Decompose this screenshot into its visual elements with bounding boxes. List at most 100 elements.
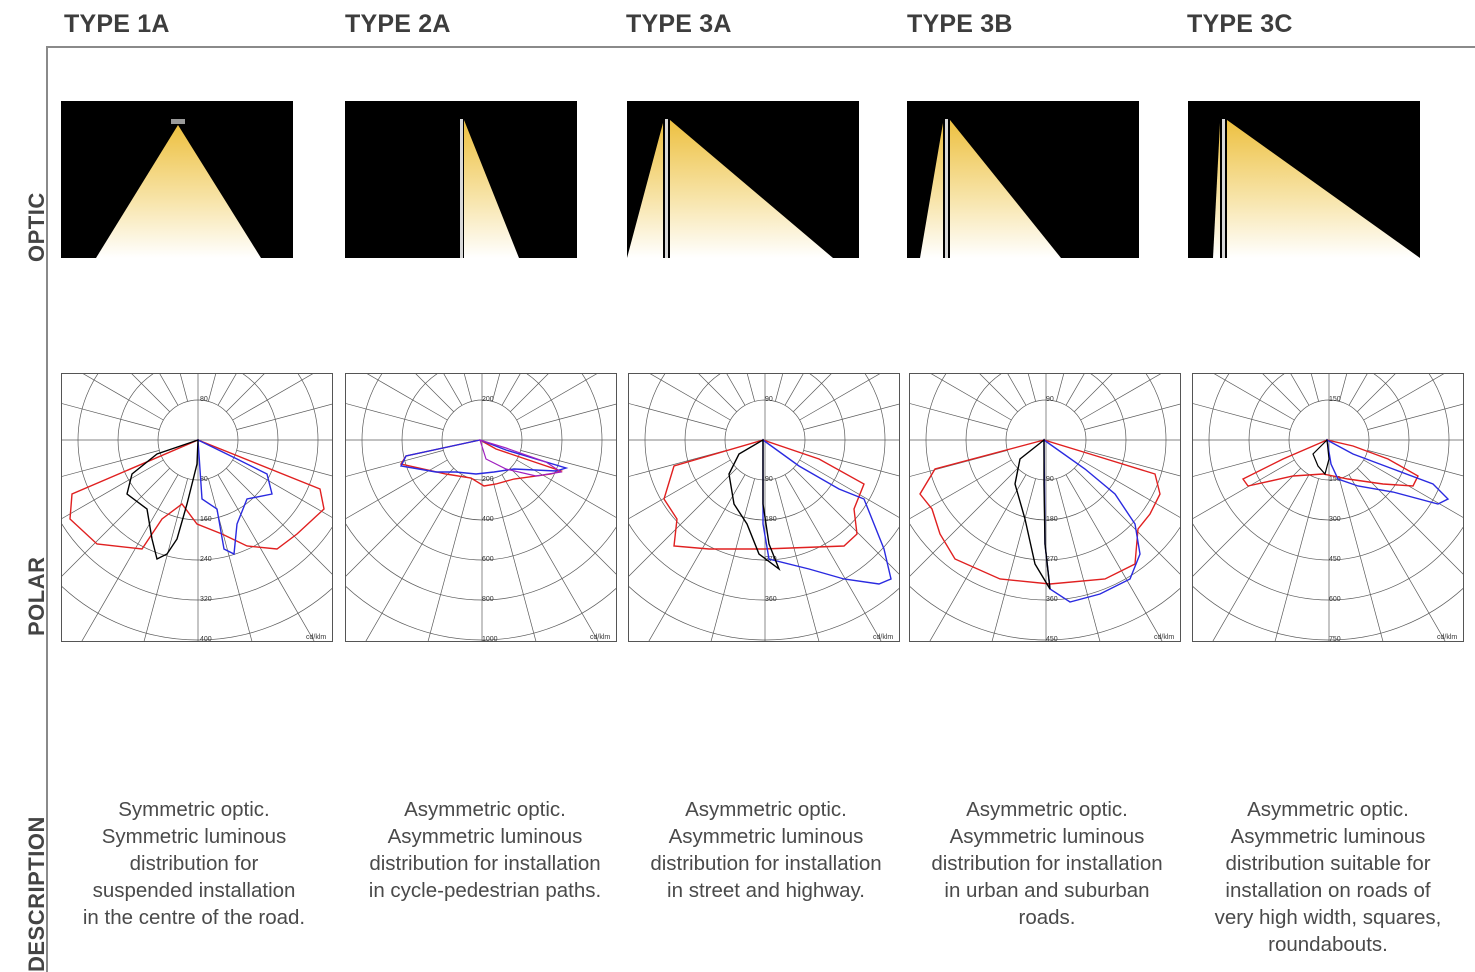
polar-grid-ray xyxy=(232,374,314,421)
header-divider xyxy=(46,46,1475,48)
polar-grid-ray xyxy=(427,478,472,641)
polar-grid-circle xyxy=(629,523,899,601)
polar-grid-ray xyxy=(443,374,463,406)
polar-grid-ray xyxy=(799,374,881,421)
polar-grid-ray xyxy=(1080,374,1162,421)
description-line: in urban and suburban xyxy=(944,879,1150,902)
polar-tick-label: 90 xyxy=(765,396,773,403)
row-label-polar: POLAR xyxy=(24,556,49,637)
description-line: Asymmetric optic. xyxy=(685,798,847,821)
polar-tick-label: cd/klm xyxy=(873,634,893,641)
description-line: Asymmetric luminous xyxy=(668,825,864,848)
polar-grid-ray xyxy=(629,450,727,477)
pole-shape xyxy=(665,119,668,258)
polar-curve-c90 xyxy=(762,438,892,585)
optic-diagram-type-2a xyxy=(345,101,577,258)
description-line: roads. xyxy=(1018,906,1076,929)
type-title-2a: TYPE 2A xyxy=(345,10,451,38)
polar-grid-ray xyxy=(1193,450,1291,477)
description-line: in cycle-pedestrian paths. xyxy=(368,879,602,902)
polar-grid-ray xyxy=(520,403,616,430)
description-line: roundabouts. xyxy=(1268,933,1388,956)
description-line: Asymmetric optic. xyxy=(966,798,1128,821)
polar-grid-ray xyxy=(1212,474,1310,641)
back-light-shape xyxy=(627,123,663,258)
description-line: Asymmetric luminous xyxy=(1230,825,1426,848)
description-line: Asymmetric luminous xyxy=(949,825,1145,848)
polar-grid-ray xyxy=(1084,403,1180,430)
type-title-3c: TYPE 3C xyxy=(1187,10,1293,38)
polar-grid-ray xyxy=(62,459,164,519)
polar-grid-ray xyxy=(803,403,899,430)
polar-unit-label: cd/klm xyxy=(1154,634,1174,641)
polar-curve-max xyxy=(1312,438,1330,476)
back-light-shape xyxy=(1213,123,1220,258)
polar-grid-ray xyxy=(516,374,598,421)
pole-shape xyxy=(945,119,948,258)
polar-grid-ray xyxy=(501,374,521,406)
polar-grid-ray xyxy=(710,478,755,641)
polar-tick-label: 600 xyxy=(1329,596,1341,603)
row-label-description: DESCRIPTION xyxy=(24,816,49,972)
polar-grid-ray xyxy=(346,459,448,519)
pole-shape xyxy=(460,119,463,258)
polar-curve-c90 xyxy=(1326,438,1450,505)
polar-grid-ray xyxy=(1065,374,1085,406)
description-line: very high width, squares, xyxy=(1214,906,1442,929)
polar-grid-ray xyxy=(236,403,332,430)
polar-curve-c0 xyxy=(919,439,1161,585)
description-line: in the centre of the road. xyxy=(82,906,306,929)
polar-grid-circle xyxy=(910,523,1180,601)
polar-unit-label: cd/klm xyxy=(590,634,610,641)
light-beam-shape xyxy=(1227,120,1420,258)
polar-tick-label: 80 xyxy=(200,396,208,403)
polar-grid-ray xyxy=(62,403,160,430)
description-line: Asymmetric luminous xyxy=(387,825,583,848)
polar-grid-ray xyxy=(159,374,179,406)
optic-diagram-type-3a xyxy=(627,101,859,258)
polar-tick-label: 160 xyxy=(200,516,212,523)
polar-tick-label: 150 xyxy=(1329,396,1341,403)
polar-grid-ray xyxy=(1084,450,1180,477)
polar-tick-label: 800 xyxy=(482,596,494,603)
polar-tick-label: 80 xyxy=(200,476,208,483)
row-label-divider xyxy=(46,46,48,972)
polar-tick-label: 180 xyxy=(1046,516,1058,523)
description-type-3c: Asymmetric optic. Asymmetric luminous di… xyxy=(1193,796,1463,958)
polar-grid-ray xyxy=(346,450,444,477)
polar-tick-label: 240 xyxy=(200,556,212,563)
polar-grid-ray xyxy=(910,403,1008,430)
description-type-3b: Asymmetric optic. Asymmetric luminous di… xyxy=(912,796,1182,931)
polar-tick-label: 450 xyxy=(1046,636,1058,642)
polar-tick-label: 150 xyxy=(1329,476,1341,483)
polar-grid-ray xyxy=(1007,374,1027,406)
description-type-3a: Asymmetric optic. Asymmetric luminous di… xyxy=(631,796,901,904)
polar-diagram-type-1a: 80 80 160 240 320 400 cd/klm xyxy=(61,373,333,642)
type-title-1a: TYPE 1A xyxy=(64,10,170,38)
light-beam-shape xyxy=(950,120,1061,258)
polar-grid-ray xyxy=(784,374,804,406)
polar-grid-ray xyxy=(1213,374,1295,421)
polar-grid-ray xyxy=(629,403,727,430)
polar-grid-ray xyxy=(1367,450,1463,477)
optic-diagram-type-1a xyxy=(61,101,293,258)
polar-curve-c0 xyxy=(663,439,865,550)
polar-tick-label: 90 xyxy=(1046,476,1054,483)
polar-tick-label: 400 xyxy=(482,516,494,523)
polar-grid-ray xyxy=(910,450,1008,477)
polar-grid-ray xyxy=(910,459,1012,519)
description-line: distribution for xyxy=(129,852,259,875)
polar-grid-ray xyxy=(346,403,444,430)
polar-grid-ray xyxy=(1357,468,1463,575)
polar-grid-ray xyxy=(793,468,899,575)
description-line: in street and highway. xyxy=(667,879,865,902)
polar-grid-ray xyxy=(726,374,746,406)
polar-grid-ray xyxy=(803,450,899,477)
polar-grid-ray xyxy=(232,459,332,518)
polar-diagram-type-3c: 150 150 300 450 600 750 cd/klm xyxy=(1192,373,1464,642)
polar-grid-ray xyxy=(1290,374,1310,406)
light-beam-shape xyxy=(464,120,519,258)
polar-curve-c0 xyxy=(1241,439,1419,487)
polar-grid-ray xyxy=(217,374,237,406)
polar-grid-circle xyxy=(346,523,616,601)
